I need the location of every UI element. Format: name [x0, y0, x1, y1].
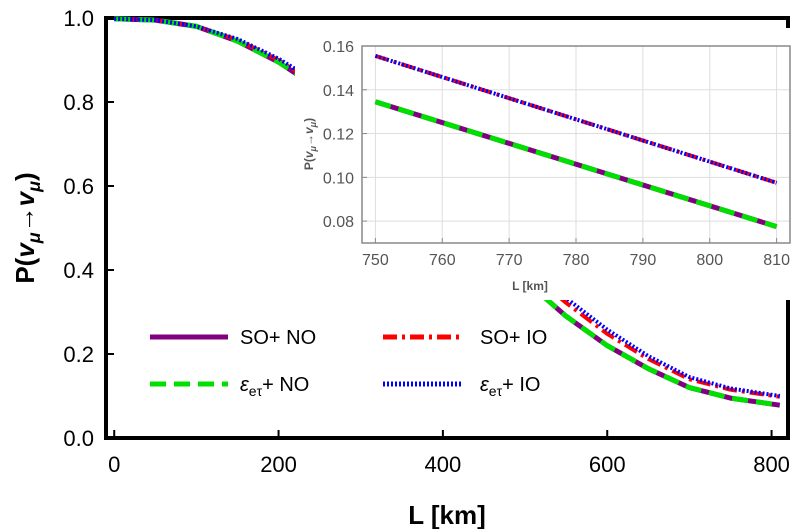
main-x-tick-label: 600 — [589, 452, 626, 477]
main-axes-ticks: 0 200 400 600 800 0.0 0.2 0.4 0.6 0.8 1.0 — [63, 6, 790, 477]
inset-x-tick-label: 790 — [630, 252, 657, 269]
main-x-tick-label: 400 — [425, 452, 462, 477]
inset-series--e-no — [374, 99, 778, 229]
main-plot: 0 200 400 600 800 0.0 0.2 0.4 0.6 0.8 1.0 L [km] P… — [10, 6, 790, 529]
main-x-tick-label: 0 — [108, 452, 120, 477]
inset-x-tick-label: 750 — [362, 252, 389, 269]
inset-x-tick-label: 760 — [429, 252, 456, 269]
legend: SO+ NO SO+ IO εeτ+ NO εeτ+ IO — [150, 327, 547, 399]
legend-label-so-io: SO+ IO — [480, 327, 547, 349]
inset-x-axis-label: L [km] — [512, 279, 548, 293]
legend-label-eps-no: εeτ+ NO — [240, 374, 309, 399]
main-y-tick-label: 0.0 — [63, 426, 94, 451]
inset-axes-ticks: 750 760 770 780 790 800 810 0.08 0.10 0.12 0.14 0.1… — [323, 39, 790, 269]
inset-plot: 750 760 770 780 790 800 810 0.08 0.10 0.12 0.14 0.1… — [295, 28, 793, 300]
x-axis-label: L [km] — [408, 500, 486, 529]
legend-label-so-no: SO+ NO — [240, 327, 316, 349]
main-x-tick-label: 800 — [753, 452, 790, 477]
main-y-tick-label: 1.0 — [63, 6, 94, 31]
main-y-tick-label: 0.6 — [63, 174, 94, 199]
inset-y-tick-label: 0.08 — [323, 214, 354, 231]
inset-x-tick-label: 770 — [496, 252, 523, 269]
inset-x-tick-label: 810 — [763, 252, 790, 269]
main-y-tick-label: 0.4 — [63, 258, 94, 283]
inset-x-tick-label: 780 — [563, 252, 590, 269]
main-x-tick-label: 200 — [260, 452, 297, 477]
inset-y-tick-label: 0.16 — [323, 39, 354, 56]
inset-y-axis-label: P(vμ→vμ) — [302, 118, 318, 170]
inset-y-tick-label: 0.14 — [323, 83, 354, 100]
y-axis-label: P(vμ→vμ) — [10, 172, 44, 283]
inset-series-group — [374, 53, 778, 229]
main-y-tick-label: 0.2 — [63, 342, 94, 367]
inset-y-tick-label: 0.10 — [323, 170, 354, 187]
inset-y-tick-label: 0.12 — [323, 127, 354, 144]
legend-label-eps-io: εeτ+ IO — [480, 374, 540, 399]
main-y-tick-label: 0.8 — [63, 90, 94, 115]
inset-series-so-io — [374, 53, 778, 185]
inset-x-tick-label: 800 — [696, 252, 723, 269]
